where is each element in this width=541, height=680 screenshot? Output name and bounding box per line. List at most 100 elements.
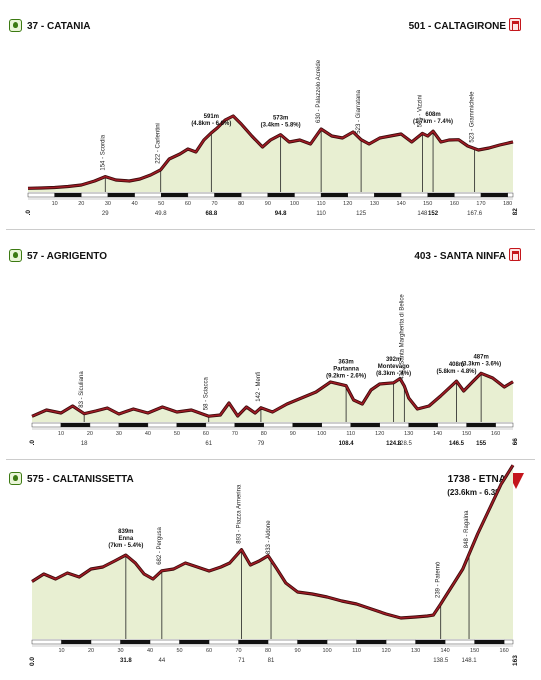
place-label: 523 - Grammichele <box>470 91 476 143</box>
distance-tick-label: 140 <box>396 201 405 207</box>
distance-tick-label: 70 <box>236 648 242 654</box>
climb-label: 608m <box>425 112 440 118</box>
km-end-label: 163 <box>512 655 519 666</box>
distance-bar-segment <box>208 639 239 645</box>
distance-bar-segment <box>27 192 55 198</box>
distance-bar-segment <box>292 422 322 428</box>
distance-bar-segment <box>454 192 482 198</box>
distance-bar-segment <box>240 192 269 198</box>
distance-bar-segment <box>474 639 505 645</box>
climb-km-label: 94.8 <box>275 211 287 215</box>
place-km-label: 49.8 <box>155 211 167 215</box>
distance-tick-label: 80 <box>261 431 267 437</box>
climb-label: 839m <box>118 529 133 535</box>
elevation-area <box>28 116 513 192</box>
distance-bar-segment <box>503 639 514 645</box>
climb-label: Enna <box>119 536 134 542</box>
distance-tick-label: 160 <box>500 648 509 654</box>
place-label: 682 - Pergusa <box>157 526 163 564</box>
distance-bar-segment <box>238 639 269 645</box>
distance-tick-label: 70 <box>211 201 217 207</box>
place-label: 58 - Sciacca <box>204 377 210 411</box>
distance-bar-segment <box>356 639 387 645</box>
distance-tick-label: 100 <box>317 431 326 437</box>
climb-label: (1.7km - 7.4%) <box>413 119 453 125</box>
distance-tick-label: 140 <box>433 431 442 437</box>
km-start-label: 0.0 <box>29 657 36 666</box>
distance-bar-segment <box>90 639 121 645</box>
elevation-chart: 10 20 30 40 50 60 70 80 90 100 110 120 130 140 150 160 0… <box>29 464 519 666</box>
stage-3-profile: 575 - CALTANISSETTA 1738 - ETNA (23.6km … <box>0 461 541 676</box>
elevation-area <box>32 373 513 422</box>
distance-tick-label: 50 <box>174 431 180 437</box>
distance-tick-label: 150 <box>470 648 479 654</box>
climb-label: 573m <box>273 116 288 122</box>
distance-bar-segment <box>350 422 380 428</box>
climb-label: Montevago <box>378 364 410 370</box>
place-label: 586 - Vizzini <box>417 95 423 128</box>
place-label: 848 - Ragalna <box>464 510 470 548</box>
distance-tick-label: 40 <box>147 648 153 654</box>
start-flag-icon <box>9 19 22 32</box>
distance-tick-label: 50 <box>158 201 164 207</box>
place-km-label: 29 <box>102 211 109 215</box>
finish-location: 1738 - ETNA <box>447 474 506 485</box>
km-end-label: 166 <box>512 438 519 445</box>
distance-bar-segment <box>267 192 295 198</box>
climb-label: (9.2km - 2.6%) <box>326 374 366 380</box>
distance-tick-label: 130 <box>404 431 413 437</box>
place-label: 239 - Paternò <box>436 561 442 598</box>
place-km-label: 18 <box>81 441 88 445</box>
distance-bar-segment <box>89 422 120 428</box>
elevation-line <box>31 372 514 418</box>
distance-tick-label: 60 <box>203 431 209 437</box>
distance-bar-segment <box>379 422 409 428</box>
place-label: 83 - Siculiana <box>79 371 85 408</box>
place-label: 523 - Giarratana <box>356 89 362 133</box>
distance-bar-segment <box>176 422 207 428</box>
place-km-label: 125 <box>356 211 367 215</box>
distance-tick-label: 180 <box>503 201 512 207</box>
distance-tick-label: 50 <box>176 648 182 654</box>
place-label: 893 - Piazza Armerina <box>237 484 243 544</box>
place-km-label: 44 <box>158 658 165 664</box>
place-km-label: 167.6 <box>467 211 483 215</box>
distance-bar-segment <box>31 422 62 428</box>
section-divider <box>6 229 535 230</box>
km-end-label: 182 <box>512 208 519 215</box>
distance-tick-label: 140 <box>441 648 450 654</box>
place-km-label: 128.5 <box>397 441 413 445</box>
distance-bar-segment <box>187 192 215 198</box>
distance-tick-label: 110 <box>346 431 355 437</box>
climb-label: 591m <box>204 114 219 120</box>
elevation-area <box>32 465 513 639</box>
elevation-line <box>27 115 514 190</box>
distance-tick-label: 110 <box>317 201 326 207</box>
place-km-label: 79 <box>258 441 265 445</box>
distance-bar-segment <box>107 192 135 198</box>
distance-bar-segment <box>214 192 242 198</box>
climb-km-label: 124.8 <box>386 441 402 445</box>
distance-bar-segment <box>400 192 428 198</box>
distance-bar-segment <box>263 422 293 428</box>
start-location: 37 - CATANIA <box>27 21 91 32</box>
distance-tick-label: 20 <box>78 201 84 207</box>
km-start-label: 0.0 <box>25 210 32 215</box>
elevation-line <box>31 464 514 619</box>
distance-tick-label: 150 <box>423 201 432 207</box>
start-flag-icon <box>9 249 22 262</box>
distance-tick-label: 40 <box>132 201 138 207</box>
distance-tick-label: 20 <box>87 431 93 437</box>
place-km-label: 110 <box>316 211 326 215</box>
finish-location: 501 - CALTAGIRONE <box>408 21 506 32</box>
km-start-label: 0.0 <box>29 440 36 445</box>
section-divider <box>6 459 535 460</box>
climb-label: 392m <box>386 357 401 363</box>
finish-location: 403 - SANTA NINFA <box>414 251 506 262</box>
distance-tick-label: 30 <box>105 201 111 207</box>
climb-label: (7km - 5.4%) <box>108 543 143 549</box>
distance-bar-segment <box>205 422 236 428</box>
distance-tick-label: 60 <box>185 201 191 207</box>
climb-label: Partanna <box>333 367 359 373</box>
distance-bar-segment <box>118 422 149 428</box>
